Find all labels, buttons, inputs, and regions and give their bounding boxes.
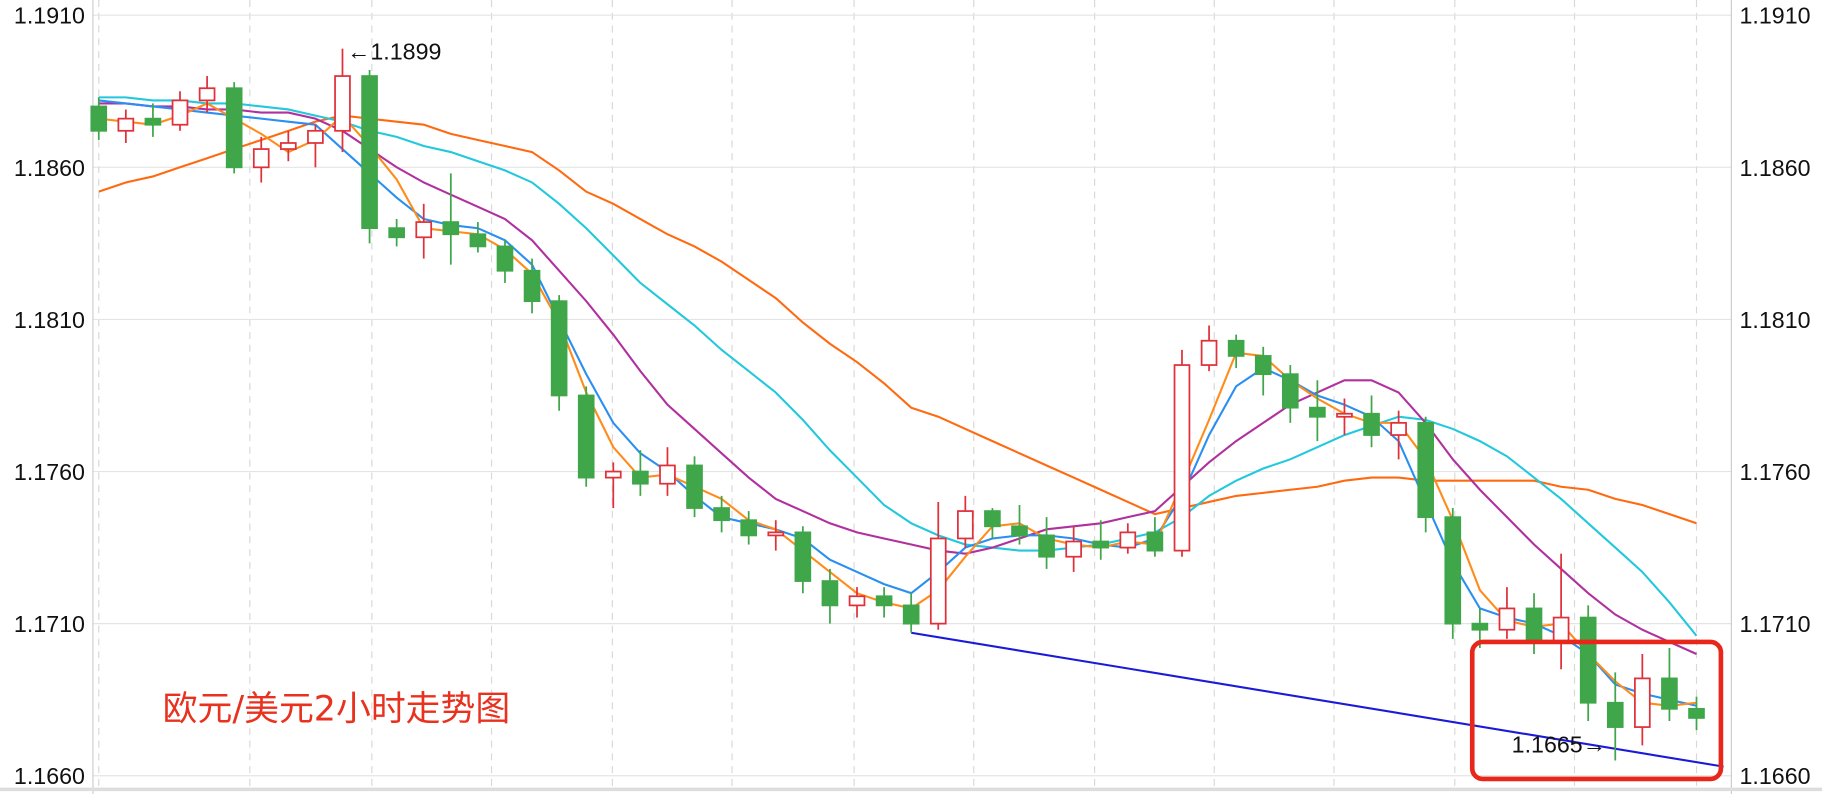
- candle-body: [117, 117, 135, 132]
- candle-body: [957, 510, 974, 540]
- candle-body: [1065, 540, 1082, 558]
- candle-body: [929, 537, 947, 625]
- candles: [90, 48, 1705, 761]
- candle-body: [307, 129, 324, 144]
- candle-body: [1281, 373, 1299, 409]
- candle-body: [1336, 412, 1353, 418]
- candle-body: [90, 105, 108, 132]
- candle-body: [1119, 531, 1137, 549]
- candle-body: [1309, 406, 1326, 418]
- candle-body: [1200, 339, 1218, 366]
- candle-body: [1498, 607, 1516, 631]
- y-tick-label: 1.1760: [14, 459, 85, 485]
- candle-body: [198, 87, 216, 102]
- candle-body: [469, 233, 487, 248]
- y-tick-label: 1.1660: [14, 763, 85, 789]
- trendline: [911, 631, 1724, 768]
- chart-title: 欧元/美元2小时走势图: [163, 689, 511, 729]
- candle-body: [713, 507, 730, 522]
- candle-body: [1471, 622, 1489, 631]
- candle-body: [875, 595, 893, 607]
- candle-body: [1552, 616, 1570, 643]
- candle-body: [1254, 355, 1272, 376]
- y2-tick-label: 1.1860: [1739, 155, 1810, 181]
- candle-body: [523, 269, 541, 303]
- candle-body: [1417, 421, 1435, 519]
- candle-body: [361, 75, 378, 230]
- candle-body: [821, 580, 839, 607]
- candle-body: [984, 510, 1001, 528]
- candle-body: [1363, 412, 1380, 436]
- candle-body: [334, 75, 351, 132]
- candle-body: [144, 117, 162, 126]
- candle-body: [550, 300, 568, 397]
- candle-body: [1146, 531, 1164, 552]
- candle-body: [1688, 707, 1705, 719]
- candle-body: [740, 519, 758, 537]
- candle-body: [604, 470, 622, 479]
- candle-body: [1525, 607, 1543, 643]
- candle-body: [1579, 616, 1597, 704]
- candle-body: [1011, 525, 1028, 537]
- y-tick-label: 1.1860: [14, 155, 85, 181]
- annotation: 1.1665→: [1512, 732, 1606, 758]
- y2-tick-label: 1.1660: [1739, 763, 1810, 789]
- candle-body: [902, 604, 920, 625]
- candle-body: [415, 221, 433, 239]
- candle-body: [1661, 677, 1678, 710]
- candle-body: [171, 99, 189, 126]
- highlight-box: [1469, 639, 1724, 782]
- candle-body: [1390, 421, 1407, 436]
- candle-body: [577, 394, 595, 479]
- candle-body: [388, 227, 405, 239]
- y2-tick-label: 1.1910: [1739, 3, 1810, 29]
- y-tick-label: 1.1710: [14, 611, 85, 637]
- y2-tick-label: 1.1710: [1739, 611, 1810, 637]
- candle-body: [1606, 701, 1624, 728]
- candle-body: [659, 464, 676, 485]
- y-tick-label: 1.1910: [14, 3, 85, 29]
- y-tick-label: 1.1810: [14, 307, 85, 333]
- candle-body: [767, 531, 785, 537]
- candle-body: [1092, 540, 1110, 549]
- candle-body: [686, 464, 703, 509]
- candle-body: [280, 142, 297, 150]
- y2-tick-label: 1.1760: [1739, 459, 1810, 485]
- candle-body: [1227, 339, 1245, 357]
- y2-tick-label: 1.1810: [1739, 307, 1810, 333]
- candle-body: [1634, 677, 1651, 728]
- annotation: ←1.1899: [347, 38, 441, 64]
- candle-body: [442, 221, 460, 236]
- overlays: [98, 96, 1724, 768]
- candle-body: [1444, 516, 1462, 625]
- candle-body: [1038, 534, 1055, 558]
- candle-body: [496, 245, 514, 272]
- candle-body: [225, 87, 243, 169]
- candle-body: [848, 595, 866, 607]
- candle-body: [1173, 364, 1191, 552]
- candle-body: [632, 470, 649, 485]
- candle-body: [252, 148, 270, 169]
- candle-body: [794, 531, 812, 582]
